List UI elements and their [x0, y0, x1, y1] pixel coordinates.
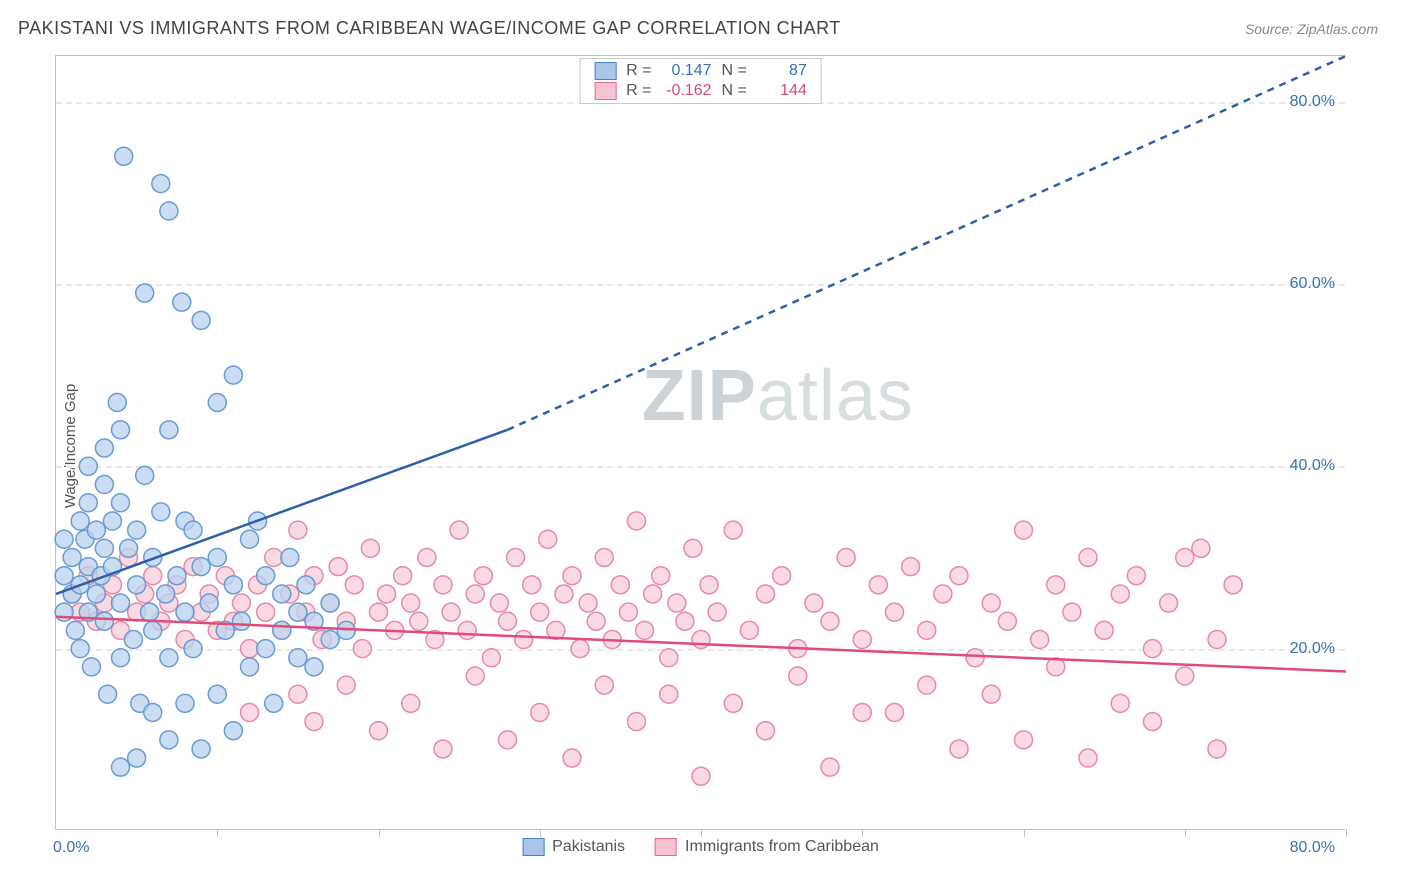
- swatch-caribbean: [655, 838, 677, 856]
- plot-area: ZIPatlas 20.0%40.0%60.0%80.0% R = 0.147 …: [55, 55, 1345, 830]
- legend-item-pakistanis: Pakistanis: [522, 838, 625, 856]
- swatch-pakistanis: [522, 838, 544, 856]
- scatter-svg: [56, 56, 1345, 829]
- correlation-legend: R = 0.147 N = 87 R = -0.162 N = 144: [579, 58, 822, 104]
- legend-item-caribbean: Immigrants from Caribbean: [655, 838, 879, 856]
- legend-row-pakistanis: R = 0.147 N = 87: [580, 61, 821, 81]
- legend-row-caribbean: R = -0.162 N = 144: [580, 81, 821, 101]
- chart-title: PAKISTANI VS IMMIGRANTS FROM CARIBBEAN W…: [18, 18, 841, 39]
- source-attribution: Source: ZipAtlas.com: [1245, 21, 1378, 37]
- x-origin-label: 0.0%: [53, 839, 89, 857]
- swatch-pakistanis: [594, 62, 616, 80]
- x-max-label: 80.0%: [1290, 839, 1335, 857]
- swatch-caribbean: [594, 82, 616, 100]
- chart-header: PAKISTANI VS IMMIGRANTS FROM CARIBBEAN W…: [0, 0, 1406, 47]
- series-legend: Pakistanis Immigrants from Caribbean: [522, 838, 879, 856]
